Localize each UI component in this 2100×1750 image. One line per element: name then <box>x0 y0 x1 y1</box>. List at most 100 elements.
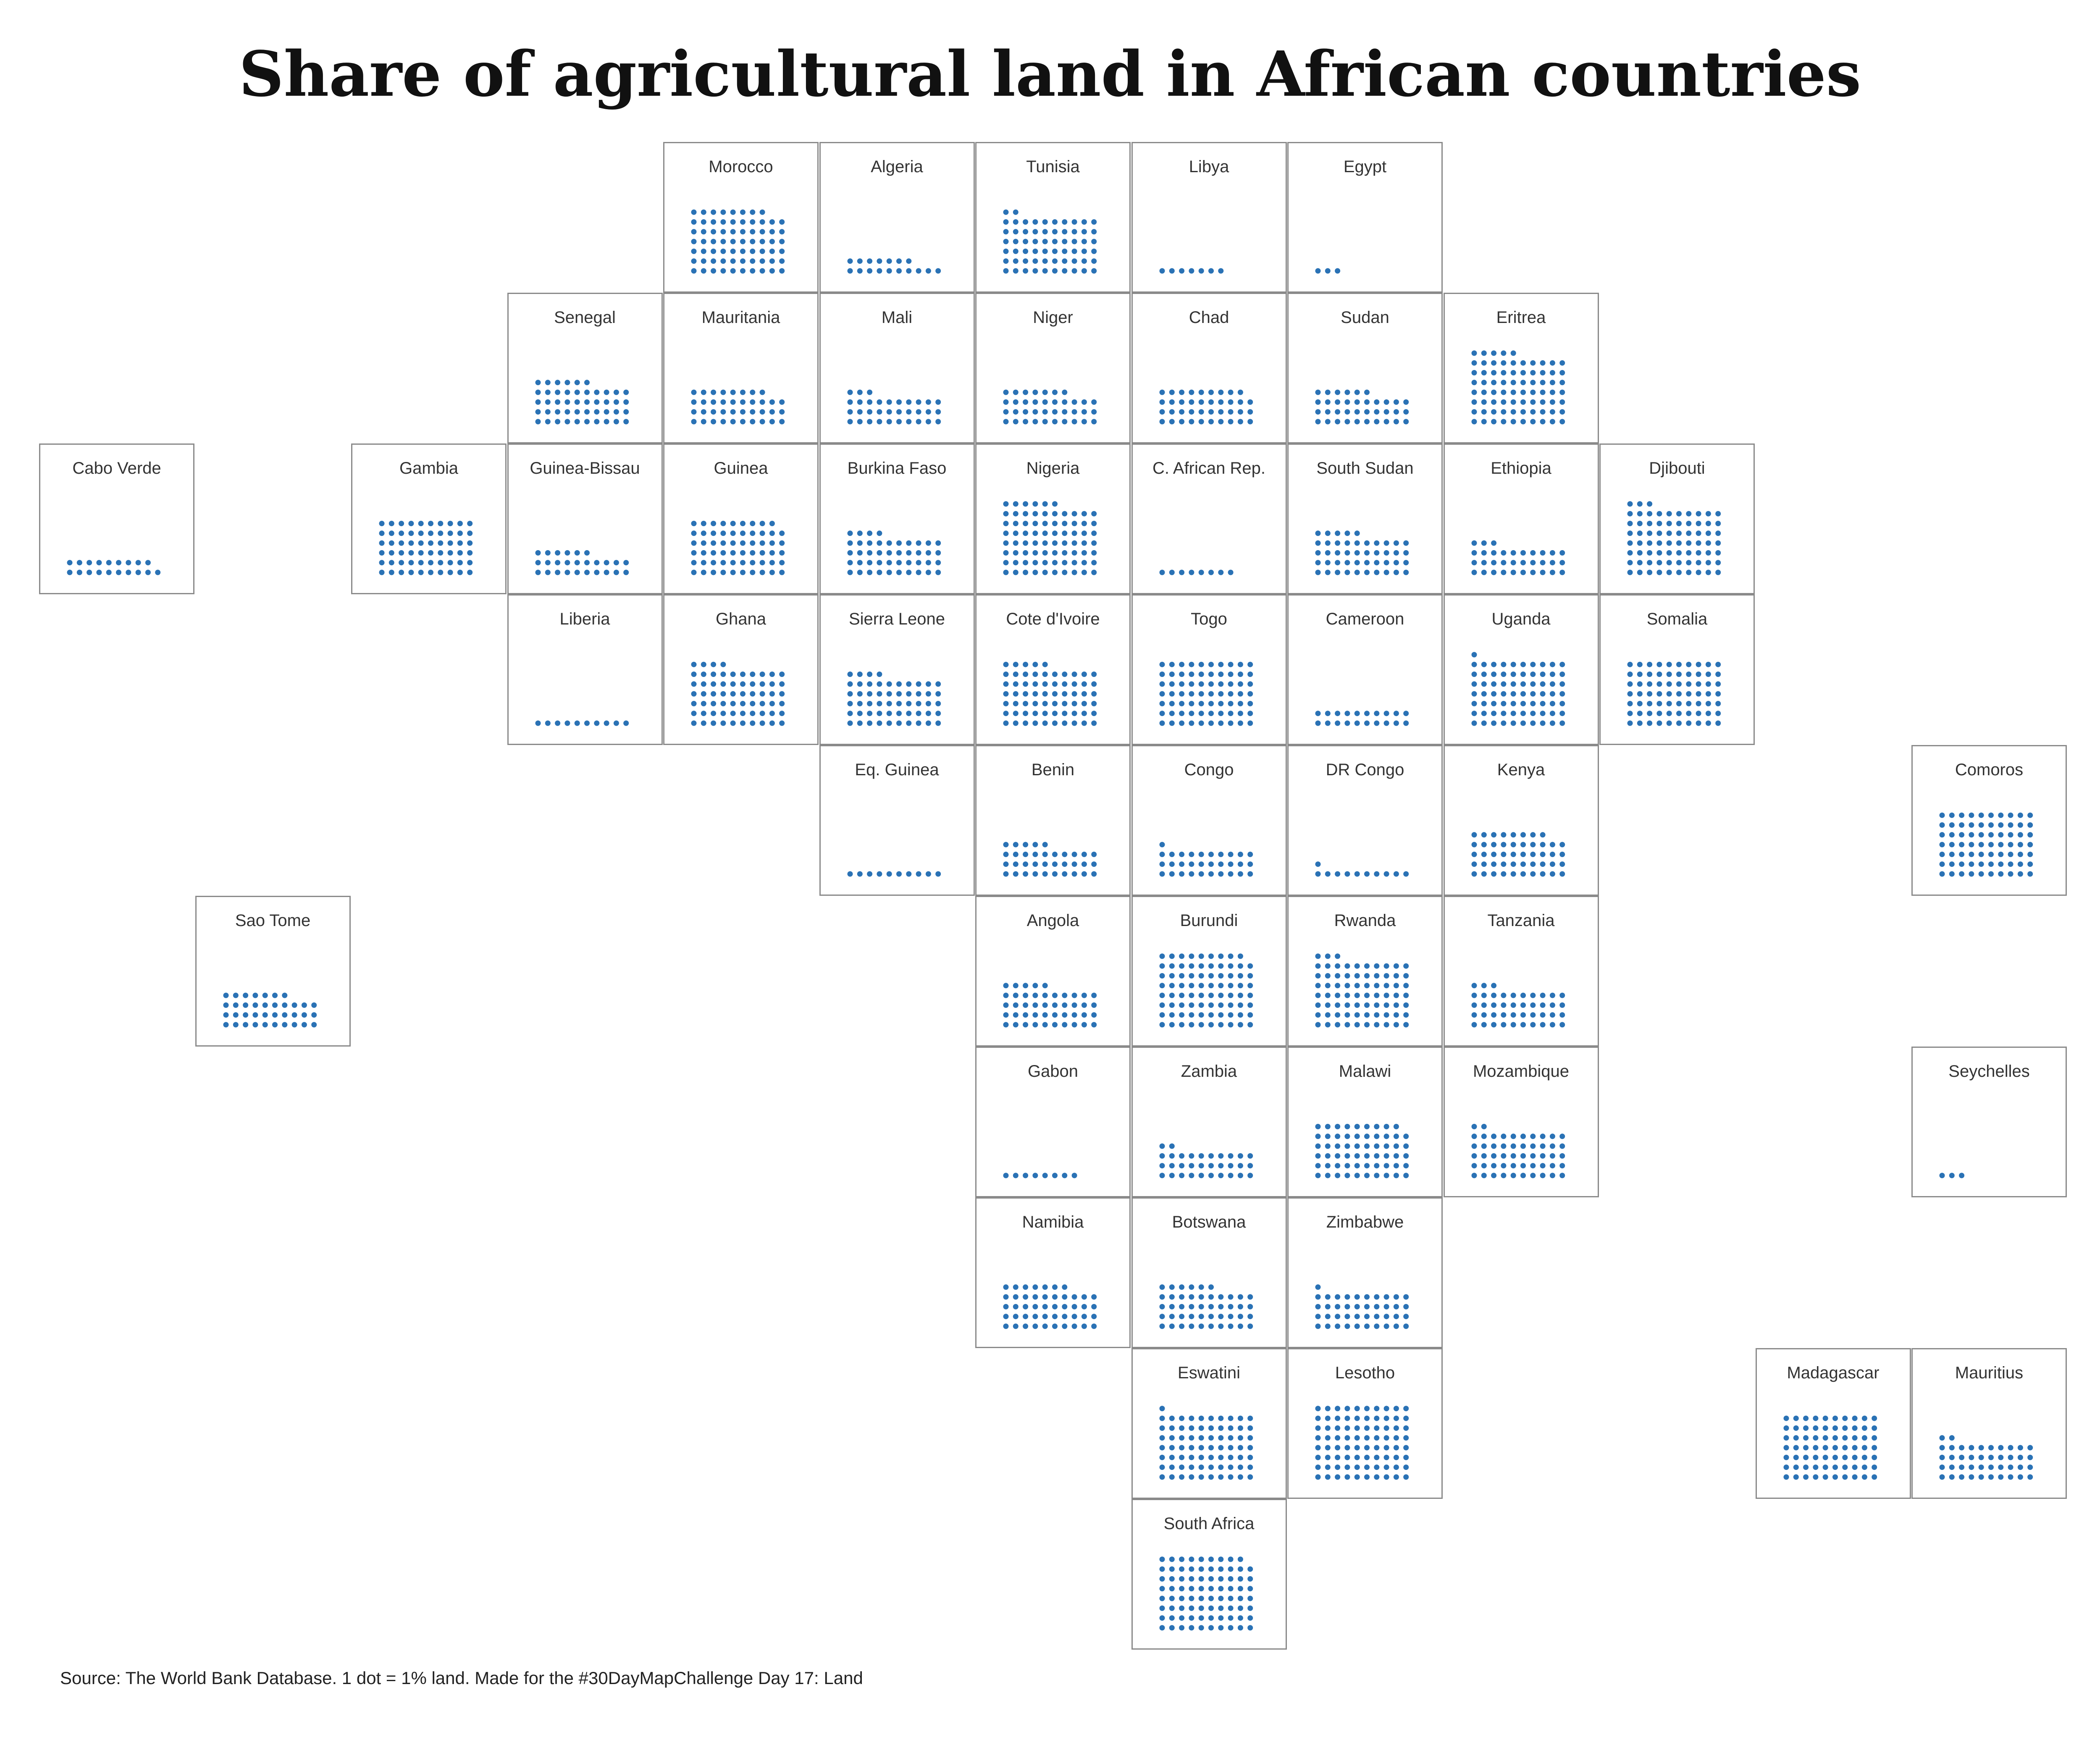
land-dot <box>1540 701 1546 706</box>
land-dot <box>1705 691 1711 697</box>
land-dot <box>1198 1153 1204 1159</box>
land-dot <box>1071 1294 1077 1300</box>
land-dot <box>925 419 931 425</box>
land-dot <box>1032 419 1038 425</box>
land-dot <box>613 409 619 415</box>
land-dot <box>1237 1435 1243 1441</box>
dot-grid <box>1003 661 1097 726</box>
land-dot <box>1315 540 1321 546</box>
land-dot <box>1032 672 1038 677</box>
land-dot <box>1325 1474 1331 1480</box>
land-dot <box>272 1002 278 1008</box>
land-dot <box>1208 1022 1214 1028</box>
land-dot <box>1510 1153 1516 1159</box>
land-dot <box>1013 399 1018 405</box>
land-dot <box>1540 1153 1546 1159</box>
land-dot <box>1481 1143 1487 1149</box>
land-dot <box>1500 832 1506 838</box>
land-dot <box>1071 569 1077 575</box>
land-dot <box>1071 550 1077 556</box>
land-dot <box>1315 1454 1321 1460</box>
land-dot <box>1637 511 1643 517</box>
land-dot <box>1491 370 1496 375</box>
land-dot <box>1403 1415 1409 1421</box>
land-dot <box>1549 370 1555 375</box>
land-dot <box>1247 409 1253 415</box>
dot-grid <box>847 672 941 726</box>
land-dot <box>1481 389 1487 395</box>
land-dot <box>1403 1464 1409 1470</box>
land-dot <box>730 540 736 546</box>
land-dot <box>1335 1454 1341 1460</box>
land-dot <box>2017 842 2023 847</box>
land-dot <box>1969 832 1974 838</box>
land-dot <box>281 1022 287 1028</box>
land-dot <box>759 672 765 677</box>
land-dot <box>1003 1012 1009 1018</box>
land-dot <box>1325 1133 1331 1139</box>
land-dot <box>1071 871 1077 877</box>
land-dot <box>1247 1595 1253 1601</box>
land-dot <box>1393 1173 1399 1178</box>
land-dot <box>1354 1173 1360 1178</box>
land-dot <box>1383 963 1389 969</box>
land-dot <box>242 1022 248 1028</box>
land-dot <box>769 550 775 556</box>
land-dot <box>847 268 853 274</box>
land-dot <box>1208 1002 1214 1008</box>
land-dot <box>1481 661 1487 667</box>
land-dot <box>906 550 911 556</box>
land-dot <box>1364 419 1370 425</box>
land-dot <box>1627 521 1633 526</box>
land-dot <box>1852 1464 1858 1470</box>
land-dot <box>750 258 756 264</box>
land-dot <box>1198 1284 1204 1290</box>
land-dot <box>1013 1314 1018 1320</box>
country-tile: Eq. Guinea <box>819 745 975 896</box>
land-dot <box>1383 983 1389 989</box>
land-dot <box>1530 842 1536 847</box>
land-dot <box>2008 851 2013 857</box>
land-dot <box>1520 871 1526 877</box>
land-dot <box>1530 992 1536 998</box>
land-dot <box>1520 389 1526 395</box>
land-dot <box>1491 701 1496 706</box>
land-dot <box>1198 1425 1204 1431</box>
land-dot <box>1188 1304 1194 1309</box>
land-dot <box>720 248 726 254</box>
land-dot <box>711 409 717 415</box>
land-dot <box>418 530 424 536</box>
country-name: Eritrea <box>1496 308 1546 327</box>
land-dot <box>1013 701 1018 706</box>
land-dot <box>1540 360 1546 366</box>
land-dot <box>1383 560 1389 566</box>
land-dot <box>1179 419 1184 425</box>
land-dot <box>1013 842 1018 847</box>
land-dot <box>701 711 706 716</box>
land-dot <box>1159 419 1165 425</box>
land-dot <box>457 530 463 536</box>
land-dot <box>1656 530 1662 536</box>
land-dot <box>730 672 736 677</box>
country-name: Eswatini <box>1178 1364 1240 1382</box>
land-dot <box>1959 1173 1965 1178</box>
land-dot <box>730 521 736 526</box>
land-dot <box>935 681 941 687</box>
land-dot <box>223 992 228 998</box>
land-dot <box>1208 1454 1214 1460</box>
land-dot <box>584 399 590 405</box>
land-dot <box>1696 540 1701 546</box>
land-dot <box>1491 672 1496 677</box>
land-dot <box>759 701 765 706</box>
land-dot <box>1198 1605 1204 1611</box>
dot-grid <box>379 521 473 575</box>
land-dot <box>1013 569 1018 575</box>
land-dot <box>1540 1163 1546 1169</box>
land-dot <box>1003 1284 1009 1290</box>
land-dot <box>1247 1625 1253 1631</box>
country-name: Cameroon <box>1326 610 1404 628</box>
land-dot <box>1062 992 1068 998</box>
land-dot <box>1237 1615 1243 1621</box>
land-dot <box>935 871 941 877</box>
land-dot <box>1198 851 1204 857</box>
